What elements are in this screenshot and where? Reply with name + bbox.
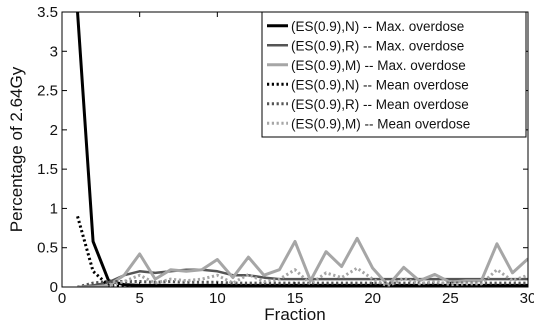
x-tick-label: 15 <box>287 290 304 307</box>
legend-label-4: (ES(0.9),N) -- Mean overdose <box>291 77 469 92</box>
x-tick-label: 10 <box>209 290 226 307</box>
y-tick-label: 3.5 <box>37 4 58 21</box>
legend-label-3: (ES(0.9),M) -- Max. overdose <box>291 58 466 73</box>
y-tick-label: 2 <box>50 122 58 139</box>
y-tick-label: 0.5 <box>37 240 58 257</box>
x-tick-label: 30 <box>520 290 534 307</box>
x-tick-label: 20 <box>364 290 381 307</box>
x-tick-label: 5 <box>135 290 143 307</box>
y-tick-label: 1 <box>50 200 58 217</box>
y-tick-label: 3 <box>50 43 58 60</box>
series-group <box>76 12 528 287</box>
y-tick-label: 1.5 <box>37 161 58 178</box>
legend-label-1: (ES(0.9),N) -- Max. overdose <box>291 19 464 34</box>
series-line-4 <box>76 215 528 287</box>
legend-label-5: (ES(0.9),R) -- Mean overdose <box>291 97 469 112</box>
x-axis-label: Fraction <box>264 305 325 324</box>
y-tick-label: 2.5 <box>37 83 58 100</box>
x-tick-label: 25 <box>442 290 459 307</box>
legend-box <box>261 11 527 138</box>
x-tick-label: 0 <box>58 290 66 307</box>
series-line-6 <box>77 266 528 287</box>
legend-label-6: (ES(0.9),M) -- Mean overdose <box>291 116 470 131</box>
legend-label-2: (ES(0.9),R) -- Max. overdose <box>291 38 464 53</box>
y-axis-label: Percentage of 2.64Gy <box>7 66 26 232</box>
legend: (ES(0.9),N) -- Max. overdose (ES(0.9),R) … <box>261 11 527 138</box>
y-tick-label: 0 <box>50 279 58 296</box>
series-layer <box>76 12 528 287</box>
